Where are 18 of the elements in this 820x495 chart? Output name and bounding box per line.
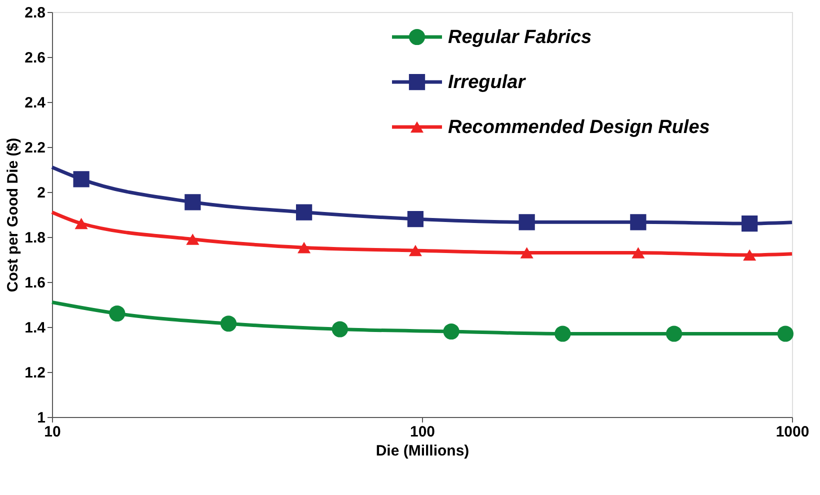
legend-label: Irregular <box>448 72 527 93</box>
x-tick-label: 100 <box>410 424 436 440</box>
y-tick-label: 2.4 <box>24 94 46 112</box>
y-tick-label: 2.6 <box>24 50 46 66</box>
x-axis-title: Die (Millions) <box>376 442 470 460</box>
y-tick-label: 2.2 <box>24 140 46 156</box>
y-axis-title: Cost per Good Die ($) <box>4 138 22 292</box>
legend-label: Regular Fabrics <box>448 27 592 48</box>
x-tick-label: 1000 <box>776 424 810 440</box>
y-tick-label: 1.4 <box>24 320 46 336</box>
y-tick-label: 2.8 <box>24 4 46 22</box>
x-tick-label: 10 <box>44 424 61 440</box>
y-tick-label: 1.8 <box>24 230 46 246</box>
y-tick-label: 1 <box>37 410 46 426</box>
y-tick-label: 2 <box>37 184 46 202</box>
y-tick-label: 1.2 <box>24 364 46 382</box>
legend-label: Recommended Design Rules <box>448 117 710 138</box>
y-tick-label: 1.6 <box>24 274 46 292</box>
